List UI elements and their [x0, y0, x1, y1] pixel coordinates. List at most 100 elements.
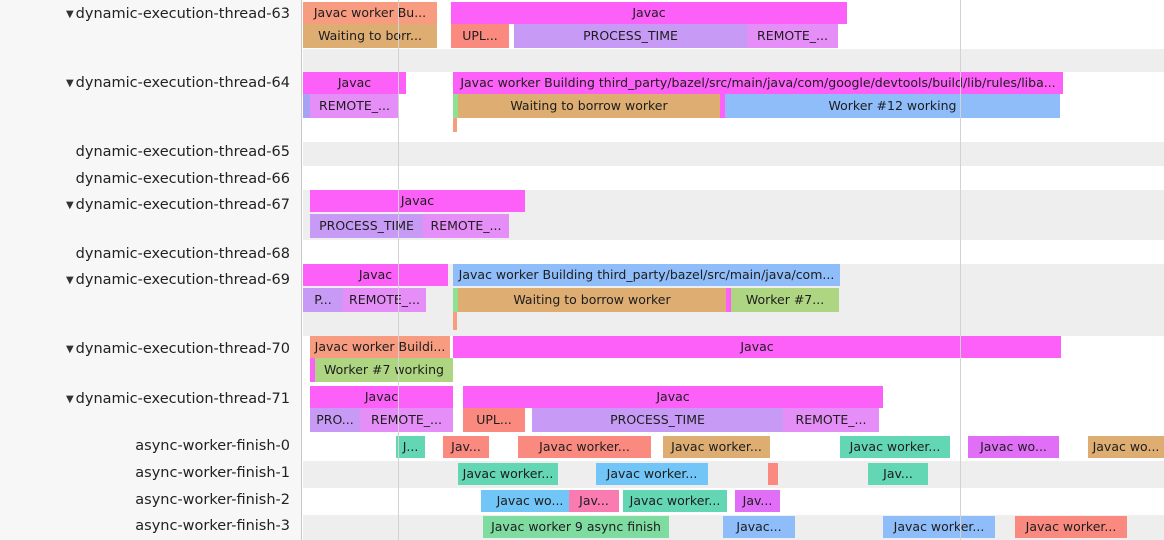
- chevron-down-icon[interactable]: ▼: [65, 344, 74, 355]
- trace-bar[interactable]: Javac worker...: [840, 436, 950, 458]
- trace-bar[interactable]: Javac: [303, 264, 448, 286]
- row-band: [303, 132, 1164, 142]
- lane-label-gutter: ▼ dynamic-execution-thread-63 ▼ dynamic-exe…: [0, 0, 302, 540]
- lane-label-row[interactable]: dynamic-execution-thread-66: [0, 171, 296, 187]
- trace-bar[interactable]: UPL...: [463, 408, 525, 432]
- trace-bar[interactable]: Waiting to borrow worker: [458, 94, 720, 118]
- trace-bar[interactable]: Javac worker...: [458, 463, 558, 485]
- trace-bar[interactable]: Jav...: [735, 490, 780, 512]
- trace-bar[interactable]: Worker #7...: [731, 288, 839, 312]
- trace-bar[interactable]: Jav...: [443, 436, 489, 458]
- trace-bar[interactable]: P...: [303, 288, 343, 312]
- trace-bar[interactable]: PROCESS_TIME: [310, 214, 423, 238]
- trace-bar[interactable]: Javac: [310, 190, 525, 212]
- trace-bar[interactable]: Javac worker...: [518, 436, 651, 458]
- lane-label-text: async-worker-finish-3: [135, 518, 290, 534]
- lane-label-row[interactable]: ▼ dynamic-execution-thread-69: [0, 272, 296, 288]
- trace-bar[interactable]: Javac worker Building third_party/bazel/…: [453, 72, 1063, 94]
- lane-label-row[interactable]: dynamic-execution-thread-68: [0, 246, 296, 262]
- chevron-down-icon[interactable]: ▼: [65, 275, 74, 286]
- lane-label-row[interactable]: async-worker-finish-0: [0, 438, 296, 454]
- lane-label-row[interactable]: ▼ dynamic-execution-thread-71: [0, 391, 296, 407]
- trace-bar[interactable]: Javac wo...: [1088, 436, 1164, 458]
- lane-label-text: dynamic-execution-thread-68: [75, 246, 290, 262]
- lane-label-row[interactable]: async-worker-finish-1: [0, 465, 296, 481]
- trace-bar[interactable]: Javac: [453, 336, 1061, 358]
- lane-label-text: dynamic-execution-thread-69: [75, 272, 290, 288]
- trace-bar[interactable]: PROCESS_TIME: [532, 408, 783, 432]
- trace-bar[interactable]: Jav...: [569, 490, 619, 512]
- track-area[interactable]: Javac worker Bu... Waiting to borr... Java…: [303, 0, 1164, 540]
- trace-bar[interactable]: UPL...: [451, 24, 509, 48]
- lane-label-row[interactable]: ▼ dynamic-execution-thread-70: [0, 341, 296, 357]
- lane-label-text: dynamic-execution-thread-71: [75, 391, 290, 407]
- trace-bar[interactable]: [310, 358, 315, 382]
- trace-bar[interactable]: [303, 94, 310, 118]
- lane-label-row[interactable]: async-worker-finish-2: [0, 492, 296, 508]
- row-band: [303, 461, 1164, 488]
- row-band: [303, 142, 1164, 166]
- lane-label-row[interactable]: ▼ dynamic-execution-thread-63: [0, 6, 296, 22]
- lane-label-text: async-worker-finish-2: [135, 492, 290, 508]
- trace-bar[interactable]: Worker #12 working: [725, 94, 1060, 118]
- trace-bar[interactable]: Javac worker...: [596, 463, 708, 485]
- trace-bar[interactable]: REMOTE_...: [747, 24, 838, 48]
- trace-bar[interactable]: J...: [396, 436, 425, 458]
- trace-bar[interactable]: Javac worker Bu...: [303, 2, 437, 24]
- lane-label-text: dynamic-execution-thread-63: [75, 6, 290, 22]
- row-band: [303, 49, 1164, 72]
- trace-bar[interactable]: [453, 118, 457, 132]
- lane-label-text: dynamic-execution-thread-64: [75, 75, 290, 91]
- trace-bar[interactable]: Javac worker...: [663, 436, 770, 458]
- trace-bar[interactable]: [768, 463, 778, 485]
- trace-bar[interactable]: Javac: [463, 386, 883, 408]
- trace-bar[interactable]: Javac worker Building third_party/bazel/…: [453, 264, 840, 286]
- trace-bar[interactable]: Javac wo...: [481, 490, 579, 512]
- row-band: [303, 312, 1164, 336]
- row-band: [303, 240, 1164, 264]
- lane-label-text: async-worker-finish-1: [135, 465, 290, 481]
- chevron-down-icon[interactable]: ▼: [65, 394, 74, 405]
- trace-bar[interactable]: REMOTE_...: [343, 288, 426, 312]
- trace-bar[interactable]: Javac wo...: [968, 436, 1059, 458]
- trace-bar[interactable]: Javac worker...: [623, 490, 727, 512]
- trace-bar[interactable]: PRO...: [310, 408, 360, 432]
- lane-label-text: async-worker-finish-0: [135, 438, 290, 454]
- row-band: [303, 166, 1164, 190]
- trace-bar[interactable]: REMOTE_...: [423, 214, 509, 238]
- chevron-down-icon[interactable]: ▼: [65, 9, 74, 20]
- trace-bar[interactable]: [720, 94, 725, 118]
- trace-bar[interactable]: REMOTE_...: [783, 408, 879, 432]
- lane-label-text: dynamic-execution-thread-70: [75, 341, 290, 357]
- trace-bar[interactable]: Javac...: [723, 516, 795, 538]
- trace-bar[interactable]: Waiting to borrow worker: [458, 288, 726, 312]
- trace-bar[interactable]: Javac worker Buildi...: [310, 336, 450, 358]
- trace-bar[interactable]: PROCESS_TIME: [514, 24, 747, 48]
- lane-label-text: dynamic-execution-thread-65: [75, 144, 290, 160]
- trace-bar[interactable]: Javac worker...: [883, 516, 995, 538]
- lane-label-row[interactable]: ▼ dynamic-execution-thread-67: [0, 197, 296, 213]
- trace-bar[interactable]: REMOTE_...: [310, 94, 399, 118]
- trace-bar[interactable]: Javac: [451, 2, 847, 24]
- trace-bar[interactable]: Waiting to borr...: [303, 24, 437, 48]
- trace-bar[interactable]: [453, 94, 458, 118]
- trace-bar[interactable]: Javac: [310, 386, 453, 408]
- lane-label-row[interactable]: ▼ dynamic-execution-thread-64: [0, 75, 296, 91]
- row-band: [303, 488, 1164, 515]
- trace-bar[interactable]: REMOTE_...: [360, 408, 453, 432]
- trace-bar[interactable]: Javac: [303, 72, 406, 94]
- trace-bar[interactable]: [726, 288, 731, 312]
- trace-bar[interactable]: Worker #7 working: [315, 358, 453, 382]
- trace-bar[interactable]: Javac worker...: [1015, 516, 1127, 538]
- trace-bar[interactable]: [453, 312, 457, 330]
- lane-label-text: dynamic-execution-thread-67: [75, 197, 290, 213]
- lane-label-row[interactable]: dynamic-execution-thread-65: [0, 144, 296, 160]
- lane-label-row[interactable]: async-worker-finish-3: [0, 518, 296, 534]
- chevron-down-icon[interactable]: ▼: [65, 78, 74, 89]
- lane-label-text: dynamic-execution-thread-66: [75, 171, 290, 187]
- trace-bar[interactable]: Jav...: [868, 463, 928, 485]
- chevron-down-icon[interactable]: ▼: [65, 200, 74, 211]
- trace-bar[interactable]: [453, 288, 458, 312]
- trace-bar[interactable]: Javac worker 9 async finish: [483, 516, 669, 538]
